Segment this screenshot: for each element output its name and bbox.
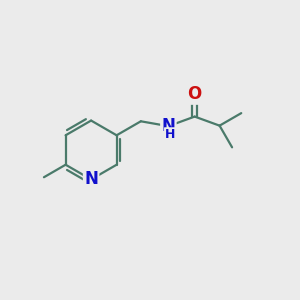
Text: H: H [165, 128, 175, 141]
Text: N: N [84, 170, 98, 188]
Text: O: O [188, 85, 202, 103]
Text: N: N [161, 117, 175, 135]
